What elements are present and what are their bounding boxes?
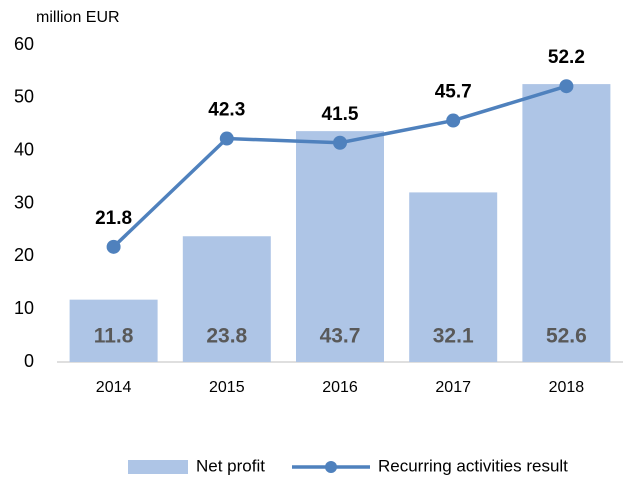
y-tick-label: 10 [14, 298, 34, 318]
bar [409, 192, 498, 362]
bar-value-label: 43.7 [320, 325, 361, 348]
line-marker [333, 135, 347, 150]
legend-label: Recurring activities result [378, 456, 568, 475]
bar [69, 299, 158, 362]
y-axis-label: million EUR [36, 9, 120, 26]
y-tick-label: 50 [14, 87, 34, 107]
bar [522, 84, 611, 362]
y-tick-label: 30 [14, 192, 34, 212]
y-tick-label: 40 [14, 139, 34, 159]
bar-value-label: 32.1 [433, 325, 474, 348]
line-marker [106, 239, 121, 254]
bar-value-label: 23.8 [206, 325, 247, 348]
line-value-label: 42.3 [208, 100, 245, 121]
line-marker [446, 113, 461, 128]
line-value-label: 45.7 [435, 82, 472, 103]
line-marker [219, 131, 234, 146]
line-value-label: 21.8 [95, 208, 132, 229]
x-tick-label: 2015 [209, 379, 245, 396]
x-tick-label: 2017 [435, 379, 471, 396]
bar [182, 236, 271, 362]
line-value-label: 52.2 [548, 47, 585, 68]
legend-swatch [325, 461, 337, 473]
line-value-label: 41.5 [322, 104, 359, 125]
legend-swatch [128, 460, 188, 474]
y-tick-label: 60 [14, 34, 34, 54]
y-tick-label: 0 [24, 351, 34, 371]
y-tick-label: 20 [14, 245, 34, 265]
bar-value-label: 52.6 [546, 325, 587, 348]
x-tick-label: 2014 [96, 379, 132, 396]
bar-value-label: 11.8 [94, 325, 134, 348]
x-tick-label: 2016 [322, 379, 358, 396]
bar [296, 131, 384, 362]
legend-label: Net profit [196, 456, 265, 475]
x-tick-label: 2018 [549, 379, 585, 396]
line-marker [559, 79, 574, 94]
